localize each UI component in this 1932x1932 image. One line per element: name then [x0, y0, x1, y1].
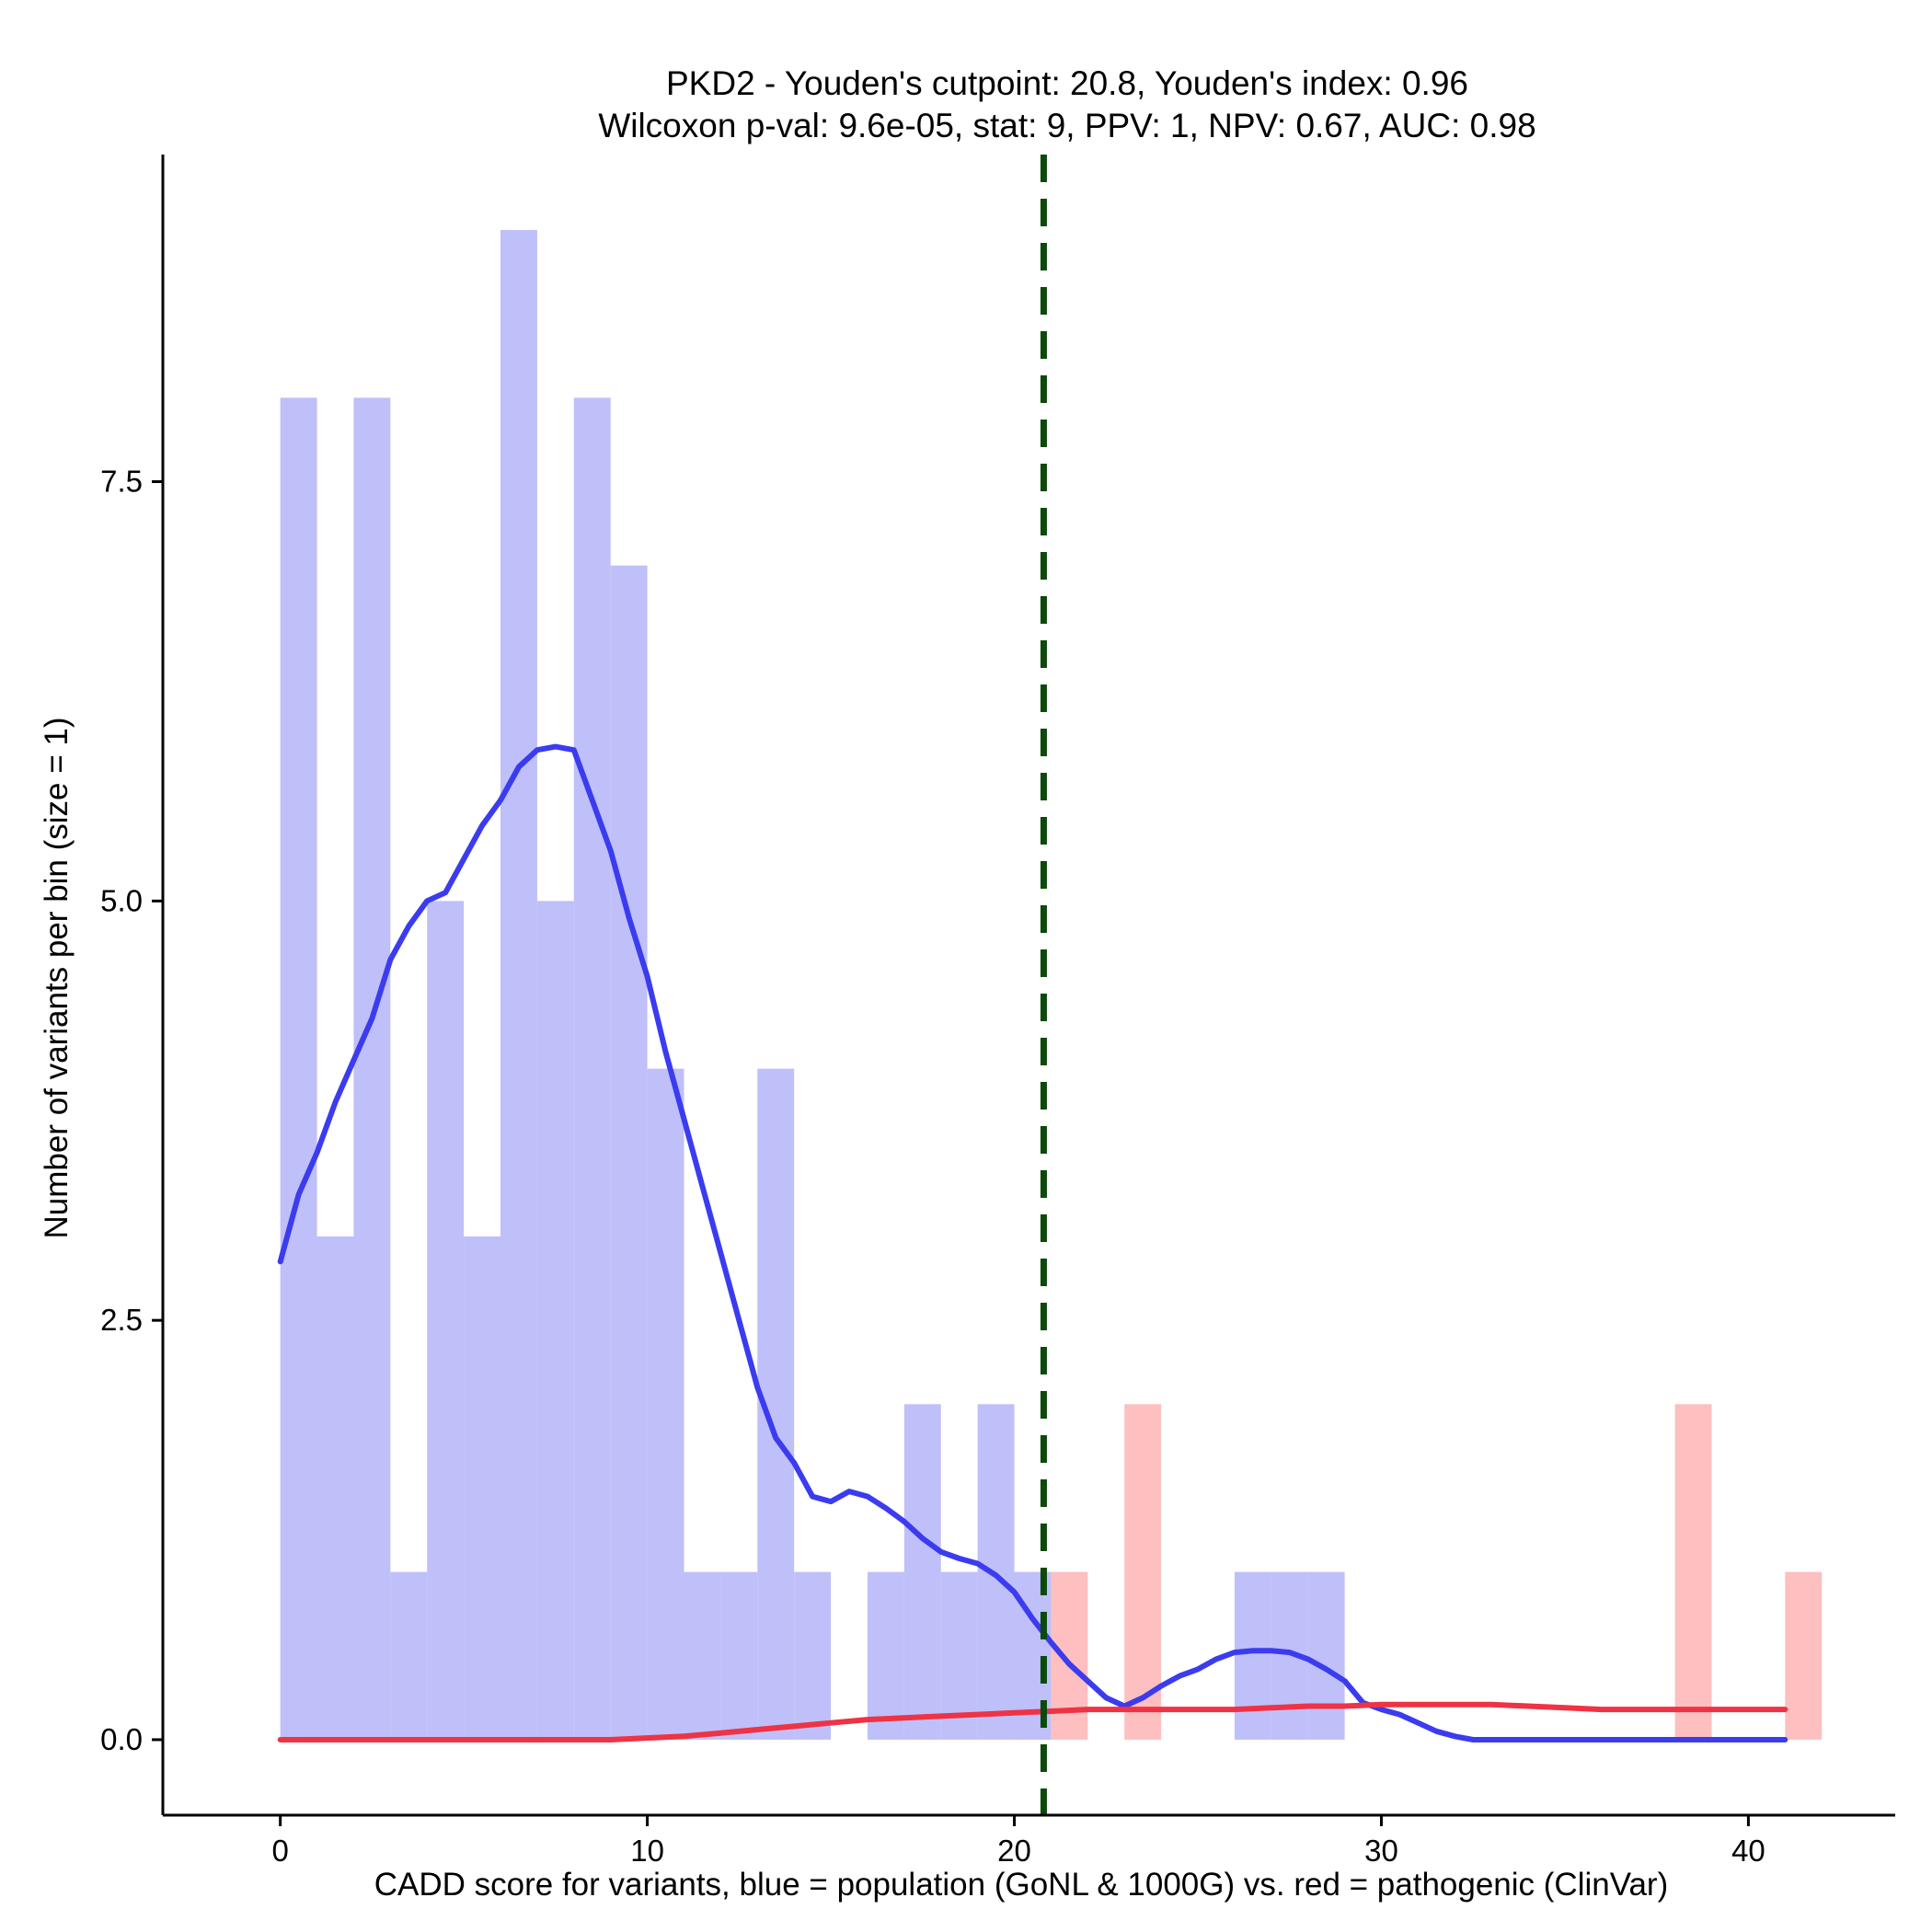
x-tick-label: 40 [1731, 1834, 1765, 1868]
population-bar [684, 1571, 721, 1740]
population-bar [280, 397, 317, 1740]
population-density-line [277, 743, 1788, 1742]
ticks: 0 10 20 30 40 0.0 2.5 5.0 7.5 [100, 465, 1765, 1868]
x-tick-label: 20 [997, 1834, 1031, 1868]
population-bar [794, 1571, 832, 1740]
population-bar [867, 1571, 904, 1740]
population-bar [427, 901, 465, 1740]
y-tick-label: 0.0 [100, 1722, 143, 1756]
population-bar [573, 397, 611, 1740]
population-bar [940, 1571, 978, 1740]
population-bar [353, 397, 391, 1740]
chart-subtitle: Wilcoxon p-val: 9.6e-05, stat: 9, PPV: 1… [598, 107, 1536, 144]
x-axis-title: CADD score for variants, blue = populati… [374, 1867, 1669, 1903]
population-bar [316, 1236, 354, 1740]
pathogenic-density-line [277, 1701, 1788, 1742]
y-tick-label: 2.5 [100, 1303, 143, 1337]
x-tick-label: 0 [271, 1834, 288, 1868]
population-bar [903, 1404, 941, 1740]
population-bar [720, 1571, 758, 1740]
pathogenic-bar [1674, 1404, 1712, 1740]
x-tick-label: 30 [1364, 1834, 1398, 1868]
x-tick-label: 10 [630, 1834, 664, 1868]
pathogenic-bar [1051, 1571, 1088, 1740]
population-bar [390, 1571, 428, 1740]
population-bar [647, 1068, 684, 1740]
pathogenic-bars [1051, 1404, 1823, 1740]
y-tick-label: 5.0 [100, 883, 143, 917]
axes [161, 155, 1895, 1817]
population-bar [464, 1236, 501, 1740]
population-bar [1307, 1571, 1345, 1740]
population-bars [280, 230, 1345, 1740]
density-curves [277, 743, 1788, 1742]
pathogenic-bar [1785, 1571, 1823, 1740]
chart-title: PKD2 - Youden's cutpoint: 20.8, Youden's… [666, 64, 1468, 102]
y-axis-title: Number of variants per bin (size = 1) [39, 717, 75, 1238]
population-bar [536, 901, 574, 1740]
pathogenic-bar [1124, 1404, 1162, 1740]
population-bar [500, 230, 537, 1740]
population-bar [1234, 1571, 1271, 1740]
population-bar [977, 1404, 1015, 1740]
population-bar [610, 565, 648, 1740]
y-tick-label: 7.5 [100, 465, 143, 499]
